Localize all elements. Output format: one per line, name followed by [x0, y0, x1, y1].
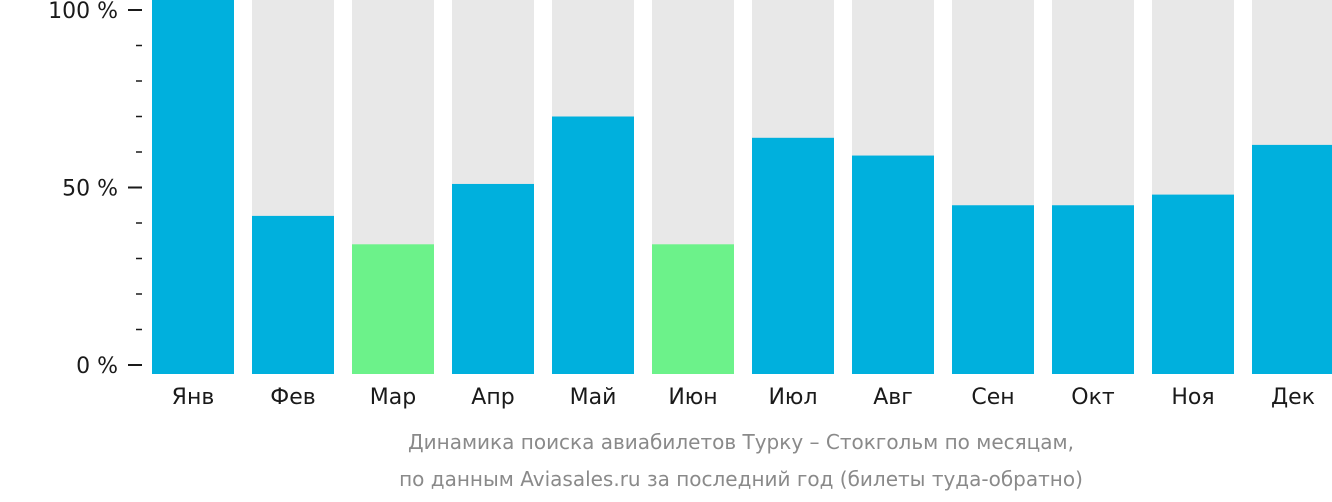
- bar: [352, 244, 434, 374]
- bar: [652, 244, 734, 374]
- y-axis: 100 % 50 % 0 %: [48, 0, 142, 379]
- x-tick-label: Дек: [1271, 385, 1315, 410]
- bar: [952, 205, 1034, 374]
- bar: [852, 155, 934, 374]
- bar: [552, 116, 634, 374]
- x-tick-label: Мар: [370, 385, 416, 410]
- bar: [452, 183, 534, 374]
- x-tick-label: Май: [570, 385, 617, 410]
- x-tick-label: Фев: [270, 385, 315, 410]
- x-tick-label: Сен: [971, 385, 1014, 410]
- bar: [1052, 205, 1134, 374]
- chart-caption-line-1: Динамика поиска авиабилетов Турку – Сток…: [408, 430, 1074, 454]
- x-tick-label: Апр: [471, 385, 514, 410]
- y-tick-label: 0 %: [76, 354, 118, 379]
- bar: [152, 0, 234, 374]
- x-tick-label: Июл: [768, 385, 817, 410]
- y-tick-label: 100 %: [48, 0, 118, 24]
- x-tick-label: Ноя: [1171, 385, 1214, 410]
- y-tick-label: 50 %: [62, 177, 118, 202]
- x-tick-label: Янв: [172, 385, 215, 410]
- bars: [152, 0, 1332, 374]
- x-tick-label: Авг: [873, 385, 913, 410]
- chart-caption-line-2: по данным Aviasales.ru за последний год …: [399, 467, 1083, 491]
- bar: [1152, 194, 1234, 374]
- bar: [752, 137, 834, 374]
- bar: [252, 215, 334, 374]
- x-axis-labels: Янв Фев Мар Апр Май Июн Июл Авг Сен Окт Ноя Дек: [172, 385, 1315, 410]
- x-tick-label: Окт: [1071, 385, 1115, 410]
- bar: [1252, 144, 1332, 374]
- x-tick-label: Июн: [668, 385, 717, 410]
